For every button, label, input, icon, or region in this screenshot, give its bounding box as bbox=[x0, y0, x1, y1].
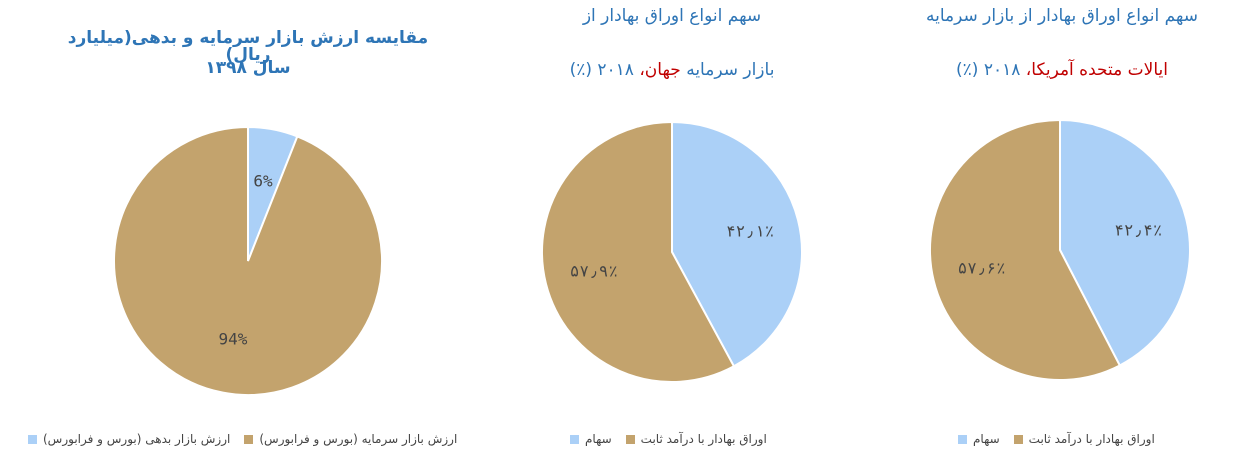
legend: سهام اوراق بهادار با درآمد ثابت bbox=[958, 432, 1155, 446]
legend-item: اوراق بهادار با درآمد ثابت bbox=[1013, 432, 1155, 446]
title-line: سهم انواع اوراق بهادار از bbox=[482, 8, 862, 62]
legend-label: سهام bbox=[973, 432, 1000, 446]
pie-slice bbox=[1059, 118, 1191, 367]
legend-label: سهام bbox=[585, 432, 612, 446]
data-label: ۴۲٫۴٪ bbox=[1114, 220, 1162, 239]
title-line: سال ۱۳۹۸ bbox=[58, 60, 438, 90]
title-segment: سال ۱۳۹۸ bbox=[205, 58, 291, 78]
title-segment: سهم انواع اوراق بهادار از bbox=[582, 6, 762, 26]
title-segment: ۲۰۱۸ (٪) bbox=[569, 60, 640, 80]
legend-item: سهام bbox=[958, 432, 1000, 446]
legend-swatch bbox=[1013, 434, 1023, 444]
legend-swatch bbox=[570, 434, 579, 444]
legend-item: سهام bbox=[570, 432, 612, 446]
title-line: بازار سرمایه جهان، ۲۰۱۸ (٪) bbox=[482, 62, 862, 116]
legend-label: اوراق بهادار با درآمد ثابت bbox=[640, 432, 767, 446]
legend-item: ارزش بازار سرمایه (بورس و فرابورس) bbox=[244, 432, 457, 446]
title-segment: ۲۰۱۸ (٪) bbox=[956, 60, 1026, 80]
title-line: مقایسه ارزش بازار سرمایه و بدهی(میلیارد … bbox=[58, 30, 438, 64]
title-segment: ایالات متحده آمریکا، bbox=[1025, 60, 1168, 80]
data-label: ۵۷٫۹٪ bbox=[570, 261, 618, 280]
data-label: 6% bbox=[253, 172, 273, 191]
pie-slice bbox=[671, 120, 803, 368]
data-label: ۴۲٫۱٪ bbox=[726, 222, 774, 241]
legend-item: اوراق بهادار با درآمد ثابت bbox=[625, 432, 767, 446]
title-line: ایالات متحده آمریکا، ۲۰۱۸ (٪) bbox=[872, 62, 1234, 116]
title-segment: مقایسه ارزش بازار سرمایه و بدهی(میلیارد … bbox=[67, 28, 429, 65]
legend-item: ارزش بازار بدهی (بورس و فرابورس) bbox=[28, 432, 230, 446]
legend: ارزش بازار بدهی (بورس و فرابورس) ارزش باز… bbox=[28, 432, 457, 446]
data-label: 94% bbox=[218, 329, 247, 348]
chart-title: سهم انواع اوراق بهادار از بازار سرمایه جه… bbox=[482, 8, 862, 116]
legend-swatch bbox=[28, 434, 37, 444]
chart-title: سهم انواع اوراق بهادار از بازار سرمایه ای… bbox=[872, 8, 1234, 116]
title-line: سهم انواع اوراق بهادار از بازار سرمایه bbox=[872, 8, 1234, 62]
pie-slice bbox=[541, 120, 736, 383]
legend-swatch bbox=[625, 434, 635, 444]
legend-label: ارزش بازار بدهی (بورس و فرابورس) bbox=[43, 432, 231, 446]
data-label: ۵۷٫۶٪ bbox=[958, 259, 1006, 278]
title-segment: جهان، bbox=[639, 60, 681, 80]
pie-slice bbox=[113, 125, 383, 396]
legend-label: ارزش بازار سرمایه (بورس و فرابورس) bbox=[259, 432, 458, 446]
legend-swatch bbox=[958, 434, 967, 444]
legend-label: اوراق بهادار با درآمد ثابت bbox=[1028, 432, 1155, 446]
chart-title: مقایسه ارزش بازار سرمایه و بدهی(میلیارد … bbox=[58, 30, 438, 90]
title-segment: بازار سرمایه bbox=[680, 60, 775, 80]
title-segment: سهم انواع اوراق بهادار از بازار سرمایه bbox=[926, 6, 1198, 26]
legend: سهام اوراق بهادار با درآمد ثابت bbox=[570, 432, 767, 446]
legend-swatch bbox=[244, 434, 254, 444]
pie-slice bbox=[929, 118, 1122, 381]
